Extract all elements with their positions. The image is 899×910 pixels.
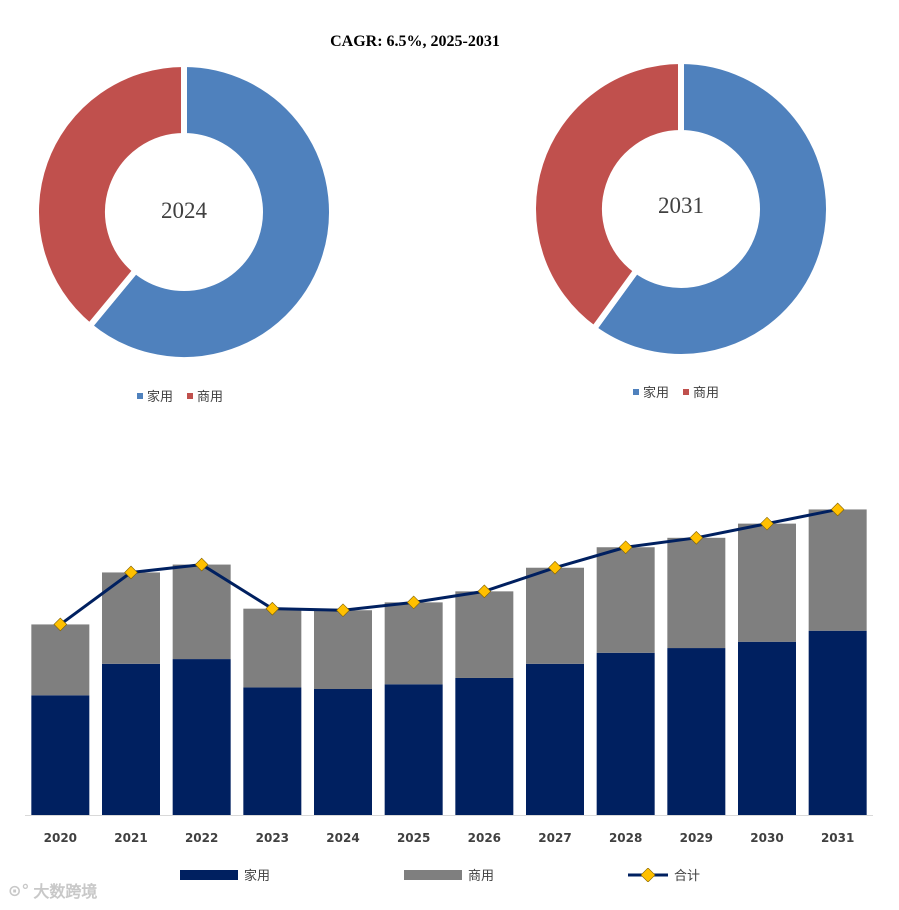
watermark-text: 大数跨境 xyxy=(33,882,98,901)
legend-label: 家用 xyxy=(643,386,670,401)
x-tick-label: 2024 xyxy=(326,831,359,845)
donut-svg-2031 xyxy=(530,57,832,360)
donut-center-label-2031: 2031 xyxy=(658,193,704,218)
total-marker-2021 xyxy=(124,565,138,580)
donut-center-label-2024: 2024 xyxy=(161,198,207,223)
x-tick-label: 2028 xyxy=(609,831,642,845)
legend-swatch xyxy=(137,392,143,399)
x-tick-label: 2029 xyxy=(680,831,713,845)
legend-label: 商用 xyxy=(197,390,224,405)
bar-家用-2027 xyxy=(526,663,584,815)
x-tick-label: 2030 xyxy=(750,831,783,845)
legend-label: 家用 xyxy=(147,390,174,405)
x-tick-label: 2022 xyxy=(185,831,218,845)
donut-slice-商用 xyxy=(33,60,187,331)
total-line xyxy=(59,507,838,626)
legend-swatch xyxy=(180,869,238,880)
bar-家用-2024 xyxy=(314,689,372,815)
legend-item-home: 家用 xyxy=(180,865,270,884)
legend-item-commercial: 商用 xyxy=(683,382,719,401)
x-tick-label: 2023 xyxy=(256,831,289,845)
total-marker-2022 xyxy=(194,557,209,572)
bar-商用-2020 xyxy=(31,624,90,696)
pie-legend-2024: 家用 商用 xyxy=(137,386,223,405)
donut-svg-2024 xyxy=(33,60,335,363)
legend-swatch xyxy=(633,388,639,395)
x-tick-label: 2021 xyxy=(114,831,147,845)
bar-家用-2031 xyxy=(808,630,867,815)
watermark-logo-icon: ⊙° xyxy=(8,880,30,900)
donut-chart-2031: 2031 xyxy=(530,57,832,360)
x-tick-label: 2027 xyxy=(538,831,571,845)
legend-swatch xyxy=(404,869,462,880)
bar-商用-2031 xyxy=(808,509,867,631)
donut-chart-2024: 2024 xyxy=(33,60,335,363)
bar-家用-2028 xyxy=(596,652,655,815)
donut-slice-家用 xyxy=(85,60,335,363)
bar-家用-2020 xyxy=(31,695,90,815)
bar-商用-2024 xyxy=(314,610,372,689)
bar-商用-2025 xyxy=(384,602,443,685)
bar-商用-2022 xyxy=(172,564,231,660)
legend-label: 合计 xyxy=(674,869,701,884)
legend-label: 商用 xyxy=(468,869,495,884)
bar-家用-2030 xyxy=(738,641,796,815)
total-marker-2028 xyxy=(618,540,633,555)
legend-line-marker xyxy=(628,867,668,882)
total-marker-2030 xyxy=(760,516,774,531)
pie-legend-2031: 家用 商用 xyxy=(633,382,719,401)
donut-slice-商用 xyxy=(530,57,684,333)
bar-商用-2023 xyxy=(243,608,302,688)
x-tick-label: 2026 xyxy=(468,831,501,845)
bar-商用-2030 xyxy=(738,523,796,642)
bar-商用-2029 xyxy=(667,537,726,649)
total-marker-2024 xyxy=(336,603,350,618)
bar-家用-2021 xyxy=(102,663,160,815)
bar-商用-2026 xyxy=(455,591,514,678)
total-marker-2031 xyxy=(830,502,845,517)
stacked-bar-chart: 2020 2021 2022 2023 2024 2025 2026 2027 2028 2029… xyxy=(25,502,873,845)
bar-家用-2026 xyxy=(455,677,514,815)
bar-家用-2023 xyxy=(243,687,302,815)
bar-家用-2025 xyxy=(384,684,443,815)
legend-label: 商用 xyxy=(693,386,720,401)
bar-家用-2022 xyxy=(172,659,231,815)
legend-item-home: 家用 xyxy=(633,382,669,401)
chart-title: CAGR: 6.5%, 2025-2031 xyxy=(330,33,500,50)
donut-slice-家用 xyxy=(589,57,832,360)
legend-item-commercial: 商用 xyxy=(187,386,223,405)
bar-商用-2027 xyxy=(526,567,584,664)
total-marker-2023 xyxy=(265,601,280,616)
legend-item-home: 家用 xyxy=(137,386,173,405)
total-marker-2027 xyxy=(548,560,562,575)
total-marker-2026 xyxy=(477,584,492,599)
x-tick-label: 2025 xyxy=(397,831,430,845)
x-tick-label: 2020 xyxy=(44,831,77,845)
total-marker-2029 xyxy=(689,531,704,545)
bar-商用-2028 xyxy=(596,547,655,653)
total-marker-2025 xyxy=(406,595,421,610)
total-marker-2020 xyxy=(53,617,68,632)
legend-label: 家用 xyxy=(244,869,271,884)
legend-swatch xyxy=(187,392,194,399)
watermark: ⊙° 大数跨境 xyxy=(8,878,97,902)
legend-item-commercial: 商用 xyxy=(404,865,494,884)
bar-legend: 家用 商用 合计 xyxy=(0,865,899,885)
x-tick-label: 2031 xyxy=(821,831,854,845)
legend-item-total: 合计 xyxy=(628,865,700,884)
bar-家用-2029 xyxy=(667,648,726,815)
legend-swatch xyxy=(683,388,690,395)
